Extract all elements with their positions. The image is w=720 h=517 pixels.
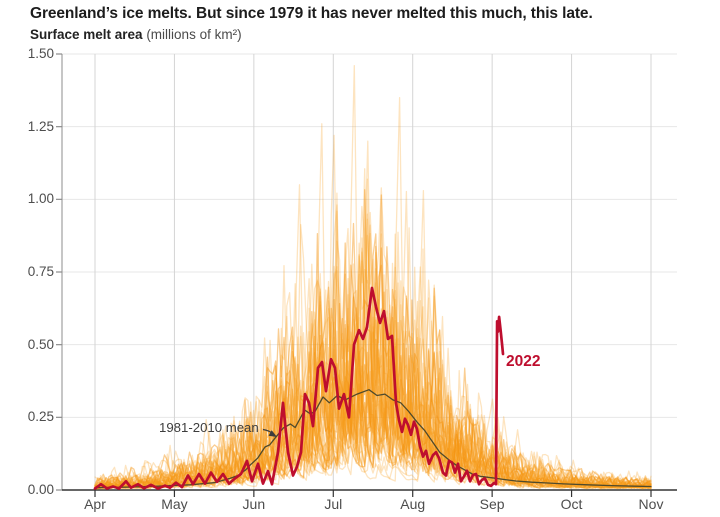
year-line (94, 211, 652, 488)
year-line (94, 210, 652, 489)
x-tick-label: Apr (84, 496, 106, 512)
year-line (94, 395, 652, 490)
year-line (94, 321, 652, 490)
year-line (94, 327, 652, 490)
year-line (94, 273, 652, 489)
x-tick-label: Nov (638, 496, 664, 512)
year-line (94, 192, 652, 490)
mean-line (94, 389, 652, 489)
year-line (94, 266, 652, 489)
chart-subtitle: Surface melt area (millions of km²) (30, 27, 242, 42)
year-line (94, 295, 652, 489)
year-peak-line (412, 189, 432, 468)
x-tick-label: Aug (400, 496, 426, 512)
y-tick-label: 0.75 (27, 264, 54, 279)
y-tick-label: 0.25 (27, 409, 54, 425)
mean-annotation-arrowhead (268, 430, 277, 437)
year-line (94, 307, 652, 489)
year-line (94, 348, 652, 490)
year-line (94, 264, 652, 490)
year-line (94, 263, 652, 489)
year-line (94, 361, 652, 490)
x-tick-label: Oct (560, 496, 583, 512)
year-line (94, 187, 652, 489)
x-tick-label: May (161, 496, 188, 512)
year-line (94, 189, 652, 489)
x-tick-label: Jul (324, 496, 343, 512)
subtitle-units-label: (millions of km²) (142, 27, 242, 42)
year-line (94, 190, 652, 488)
year-line (94, 369, 652, 490)
year-line (94, 205, 652, 489)
year-line (94, 370, 652, 490)
year-line (94, 363, 652, 490)
year-line (94, 268, 652, 489)
y-tick-label: 1.00 (27, 191, 54, 207)
year-peak-line (342, 64, 363, 468)
year-line (94, 178, 652, 489)
y-tick-label: 1.50 (27, 46, 54, 61)
line-2022 (93, 286, 505, 490)
chart-title: Greenland’s ice melts. But since 1979 it… (30, 5, 593, 22)
year-line (94, 301, 652, 490)
year-line (94, 134, 652, 489)
year-peak-line (310, 123, 330, 468)
year-peak-line (356, 140, 377, 468)
subtitle-measure-label: Surface melt area (30, 27, 143, 42)
y-tick-label: 0.00 (27, 482, 54, 497)
y-tick-label: 1.25 (27, 118, 54, 134)
year-line (94, 333, 652, 490)
year-peak-line (288, 184, 308, 468)
annotation-mean-label: 1981-2010 mean (159, 420, 259, 435)
year-line (94, 204, 652, 488)
x-tick-label: Jun (242, 496, 266, 512)
y-tick-label: 0.50 (27, 336, 54, 352)
x-tick-label: Sep (479, 496, 505, 512)
annotation-2022-label: 2022 (506, 353, 541, 370)
